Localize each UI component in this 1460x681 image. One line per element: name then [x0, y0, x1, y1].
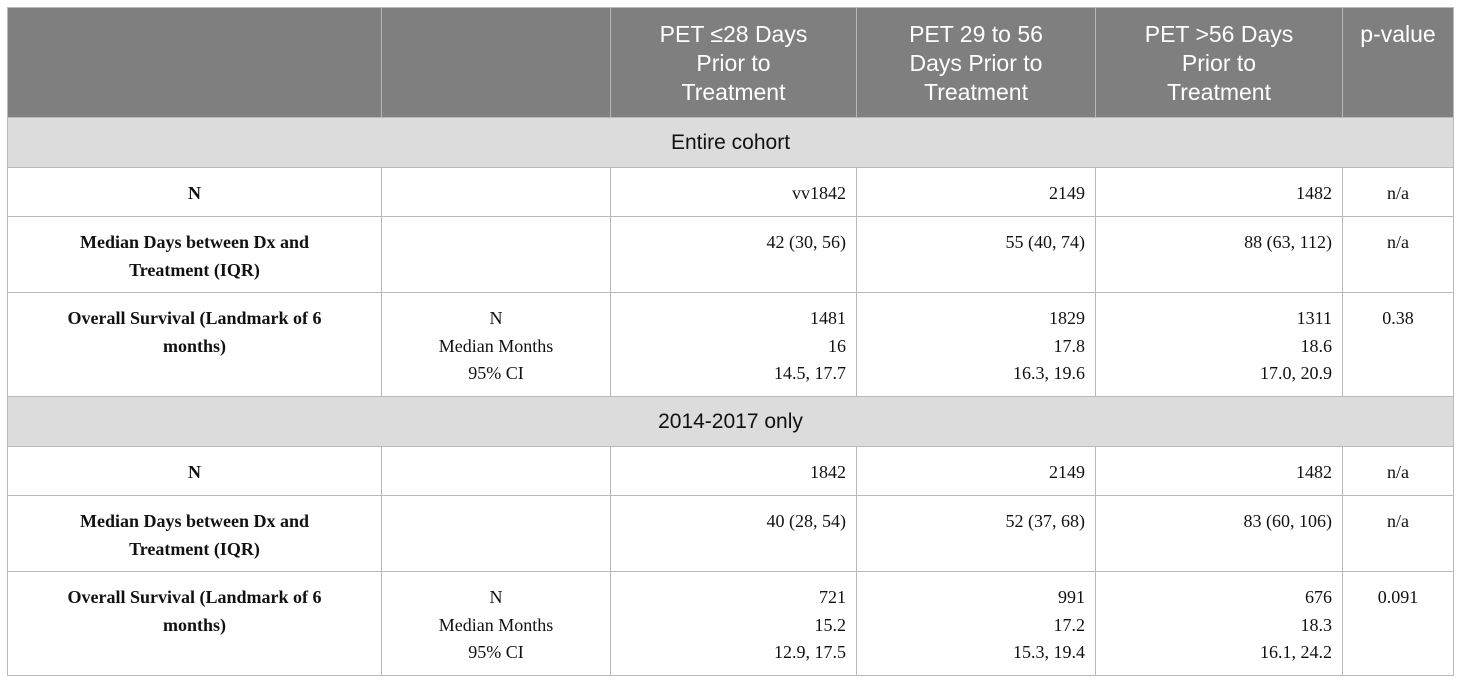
value-line: 15.3, 19.4	[1013, 642, 1085, 662]
header-empty-2	[381, 7, 611, 118]
value-cell: 2149	[856, 167, 1096, 217]
table-row: N 1842 2149 1482 n/a	[7, 446, 1454, 496]
row-sublabel: N Median Months 95% CI	[381, 292, 611, 397]
value-cell: vv1842	[610, 167, 857, 217]
row-sublabel	[381, 446, 611, 496]
row-label-line: Median Days between Dx and	[79, 511, 309, 531]
table-row: Median Days between Dx and Treatment (IQ…	[7, 216, 1454, 293]
sublabel-line: N	[489, 587, 503, 607]
value-line: 18.3	[1300, 614, 1333, 635]
header-pet-56-line-1: PET >56 Days	[1144, 21, 1294, 47]
row-label-line: Median Days between Dx and	[79, 232, 309, 252]
section-title: 2014-2017 only	[7, 396, 1454, 447]
value-cell: 721 15.2 12.9, 17.5	[610, 571, 857, 676]
value-line: 12.9, 17.5	[774, 642, 846, 662]
row-label-line: Treatment (IQR)	[129, 259, 260, 280]
value-line: 17.8	[1053, 335, 1086, 356]
value-cell: 52 (37, 68)	[856, 495, 1096, 572]
value-cell: 1482	[1095, 446, 1343, 496]
value-line: 16.1, 24.2	[1260, 642, 1332, 662]
value-line: 1829	[1049, 308, 1085, 328]
header-pet-28: PET ≤28 Days Prior to Treatment	[610, 7, 857, 118]
row-label-line: Overall Survival (Landmark of 6	[67, 308, 322, 328]
value-line: 17.2	[1053, 614, 1086, 635]
table-row: Overall Survival (Landmark of 6 months) …	[7, 571, 1454, 676]
p-value-cell: n/a	[1342, 167, 1454, 217]
value-line: 16.3, 19.6	[1013, 363, 1085, 383]
header-pet-56-line-2: Prior to	[1181, 50, 1257, 76]
header-pet-29-56-line-2: Days Prior to	[909, 50, 1043, 76]
p-value-cell: 0.091	[1342, 571, 1454, 676]
header-pet-29-56-line-1: PET 29 to 56	[909, 21, 1043, 47]
sublabel-line: Median Months	[438, 614, 554, 635]
row-label: N	[7, 167, 382, 217]
value-cell: 55 (40, 74)	[856, 216, 1096, 293]
header-pet-29-56-line-3: Treatment	[924, 79, 1028, 105]
p-value-cell: n/a	[1342, 216, 1454, 293]
table-row: Median Days between Dx and Treatment (IQ…	[7, 495, 1454, 572]
value-cell: 40 (28, 54)	[610, 495, 857, 572]
row-sublabel	[381, 216, 611, 293]
header-pet-28-line-1: PET ≤28 Days	[659, 21, 808, 47]
row-sublabel	[381, 495, 611, 572]
row-label: Overall Survival (Landmark of 6 months)	[7, 292, 382, 397]
value-cell: 83 (60, 106)	[1095, 495, 1343, 572]
value-cell: 1482	[1095, 167, 1343, 217]
value-line: 14.5, 17.7	[774, 363, 846, 383]
value-cell: 1829 17.8 16.3, 19.6	[856, 292, 1096, 397]
header-row: PET ≤28 Days Prior to Treatment PET 29 t…	[7, 7, 1454, 118]
value-cell: 1311 18.6 17.0, 20.9	[1095, 292, 1343, 397]
header-pet-56: PET >56 Days Prior to Treatment	[1095, 7, 1343, 118]
value-cell: 1842	[610, 446, 857, 496]
row-label: Overall Survival (Landmark of 6 months)	[7, 571, 382, 676]
sublabel-line: Median Months	[438, 335, 554, 356]
row-label-line: months)	[162, 335, 226, 356]
value-line: 1481	[810, 308, 846, 328]
value-line: 16	[828, 335, 846, 356]
header-pet-29-56: PET 29 to 56 Days Prior to Treatment	[856, 7, 1096, 118]
row-label: N	[7, 446, 382, 496]
value-line: 15.2	[814, 614, 847, 635]
header-pet-56-line-3: Treatment	[1167, 79, 1271, 105]
sublabel-line: 95% CI	[468, 363, 524, 383]
value-cell: 676 18.3 16.1, 24.2	[1095, 571, 1343, 676]
value-cell: 42 (30, 56)	[610, 216, 857, 293]
table-row: N vv1842 2149 1482 n/a	[7, 167, 1454, 217]
row-label-line: Overall Survival (Landmark of 6	[67, 587, 322, 607]
value-cell: 1481 16 14.5, 17.7	[610, 292, 857, 397]
p-value-cell: n/a	[1342, 446, 1454, 496]
value-line: 1311	[1296, 308, 1332, 328]
row-sublabel	[381, 167, 611, 217]
header-pet-28-line-3: Treatment	[681, 79, 786, 105]
row-label: Median Days between Dx and Treatment (IQ…	[7, 495, 382, 572]
header-pet-28-line-2: Prior to	[696, 50, 771, 76]
value-line: 721	[819, 587, 846, 607]
value-cell: 991 17.2 15.3, 19.4	[856, 571, 1096, 676]
p-value-cell: n/a	[1342, 495, 1454, 572]
header-empty-1	[7, 7, 382, 118]
section-row: Entire cohort	[7, 117, 1454, 168]
value-line: 17.0, 20.9	[1260, 363, 1332, 383]
value-line: 991	[1058, 587, 1085, 607]
row-label-line: Treatment (IQR)	[129, 538, 260, 559]
row-sublabel: N Median Months 95% CI	[381, 571, 611, 676]
row-label: Median Days between Dx and Treatment (IQ…	[7, 216, 382, 293]
results-table: PET ≤28 Days Prior to Treatment PET 29 t…	[7, 7, 1454, 676]
value-cell: 2149	[856, 446, 1096, 496]
value-line: 676	[1305, 587, 1332, 607]
value-line: 18.6	[1300, 335, 1333, 356]
value-cell: 88 (63, 112)	[1095, 216, 1343, 293]
results-table-container: PET ≤28 Days Prior to Treatment PET 29 t…	[7, 7, 1454, 676]
row-label-line: months)	[162, 614, 226, 635]
sublabel-line: 95% CI	[468, 642, 524, 662]
p-value-cell: 0.38	[1342, 292, 1454, 397]
header-p-value: p-value	[1342, 7, 1454, 118]
sublabel-line: N	[489, 308, 503, 328]
section-row: 2014-2017 only	[7, 396, 1454, 447]
table-row: Overall Survival (Landmark of 6 months) …	[7, 292, 1454, 397]
section-title: Entire cohort	[7, 117, 1454, 168]
